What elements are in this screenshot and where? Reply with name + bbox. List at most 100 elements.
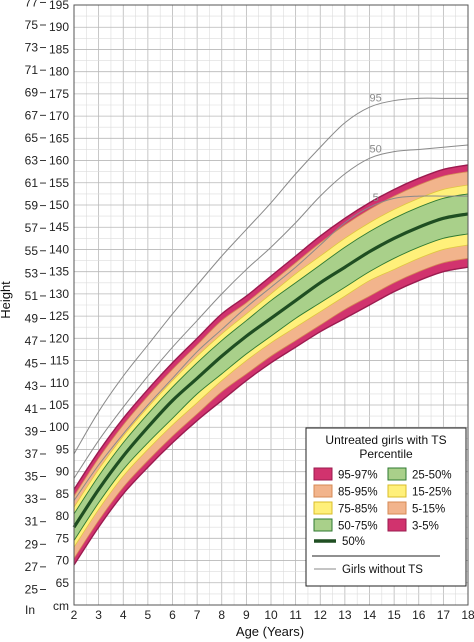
y-tick-label-in: 33 — [25, 492, 39, 506]
y-unit-cm: cm — [53, 599, 69, 613]
y-tick-label-cm: 160 — [49, 154, 69, 168]
band-boundary-line — [73, 171, 469, 497]
band-boundary-line — [73, 266, 469, 566]
x-tick-label: 6 — [169, 608, 176, 622]
x-tick-label: 15 — [387, 608, 401, 622]
y-tick-label-cm: 65 — [56, 576, 70, 590]
x-tick-label: 11 — [289, 608, 302, 622]
y-tick-label-in: 51 — [25, 289, 39, 303]
y-tick-label-in: 37 — [25, 447, 39, 461]
x-tick-label: 3 — [95, 608, 102, 622]
legend-title-line2: Percentile — [359, 447, 413, 461]
y-tick-label-in: 55 — [25, 244, 39, 258]
x-tick-label: 18 — [461, 608, 474, 622]
y-tick-label-cm: 190 — [49, 20, 69, 34]
y-tick-label-cm: 130 — [49, 287, 69, 301]
y-tick-label-cm: 185 — [49, 42, 69, 56]
y-tick-label-in: 71 — [25, 63, 39, 77]
median-curve-group — [72, 212, 469, 529]
legend-swatch — [313, 501, 333, 515]
y-tick-label-cm: 180 — [49, 65, 69, 79]
x-axis-title: Age (Years) — [236, 624, 304, 639]
legend-label: 3-5% — [412, 521, 439, 533]
band-boundary-line — [73, 193, 469, 515]
y-tick-label-cm: 175 — [49, 87, 69, 101]
legend-title-line1: Untreated girls with TS — [325, 433, 446, 447]
legend-median-label: 50% — [342, 536, 365, 548]
y-tick-label-cm: 90 — [56, 465, 70, 479]
legend-label: 75-85% — [338, 504, 378, 516]
y-unit-in: In — [25, 603, 35, 617]
y-tick-label-cm: 125 — [49, 309, 69, 323]
y-tick-label-cm: 100 — [49, 420, 69, 434]
y-tick-label-cm: 155 — [49, 176, 69, 190]
y-tick-label-cm: 85 — [56, 487, 70, 501]
y-tick-label-cm: 195 — [49, 0, 69, 12]
y-tick-label-in: 45 — [25, 357, 39, 371]
legend-label: 25-50% — [412, 470, 452, 482]
reference-label-50: 50 — [370, 144, 382, 156]
y-axis-title: Height — [0, 281, 13, 319]
y-tick-label-in: 43 — [25, 379, 39, 393]
band-boundary-line — [73, 233, 469, 541]
y-tick-label-cm: 145 — [49, 220, 69, 234]
reference-curve-5 — [73, 195, 468, 501]
y-tick-labels: 65 70 75 80 85 90 95 100 105 110 115 120 125 130 135 14… — [25, 0, 70, 596]
x-tick-label: 2 — [71, 608, 78, 622]
y-tick-label-in: 67 — [25, 108, 39, 122]
legend-swatch — [387, 467, 407, 481]
x-tick-label: 17 — [437, 608, 451, 622]
y-tick-label-cm: 120 — [49, 331, 69, 345]
legend-label: 15-25% — [412, 487, 452, 499]
y-tick-label-in: 61 — [25, 176, 39, 190]
y-tick-label-in: 41 — [25, 402, 39, 416]
x-tick-label: 5 — [145, 608, 152, 622]
x-tick-label: 4 — [120, 608, 127, 622]
legend-label: 85-95% — [338, 487, 378, 499]
legend-box — [305, 427, 467, 587]
legend: Untreated girls with TS Percentile 95-97… — [305, 427, 467, 587]
y-tick-label-cm: 110 — [50, 376, 69, 390]
y-tick-label-in: 25 — [25, 582, 39, 596]
reference-curve-50 — [73, 144, 469, 479]
y-tick-label-in: 69 — [25, 86, 39, 100]
x-tick-label: 7 — [194, 608, 201, 622]
reference-curve-95 — [73, 97, 468, 455]
y-tick-label-cm: 140 — [49, 242, 69, 256]
reference-label-95: 95 — [370, 93, 382, 105]
y-tick-label-cm: 115 — [50, 354, 69, 368]
y-tick-label-in: 77 — [25, 0, 39, 9]
band-boundary-line — [73, 164, 469, 490]
reference-curves: 95 50 5 — [73, 93, 469, 501]
plot-frame — [73, 4, 469, 606]
legend-label: 50-75% — [338, 521, 378, 533]
y-tick-label-in: 65 — [25, 131, 39, 145]
y-tick-label-in: 35 — [25, 470, 39, 484]
x-tick-label: 16 — [412, 608, 426, 622]
band-boundary-line — [73, 244, 469, 548]
y-tick-label-cm: 170 — [49, 109, 69, 123]
y-tick-label-cm: 95 — [56, 442, 70, 456]
y-tick-label-in: 27 — [25, 560, 39, 574]
y-tick-label-in: 73 — [25, 41, 39, 55]
legend-swatch — [387, 518, 407, 532]
y-tick-label-in: 53 — [25, 266, 39, 280]
y-tick-label-in: 31 — [25, 515, 39, 529]
y-tick-label-cm: 135 — [49, 265, 69, 279]
y-tick-label-cm: 165 — [49, 131, 69, 145]
legend-swatch — [313, 484, 333, 498]
band-boundary-line — [73, 257, 469, 559]
y-tick-label-in: 75 — [25, 18, 39, 32]
legend-swatch — [387, 484, 407, 498]
y-tick-label-in: 49 — [25, 312, 39, 326]
y-tick-label-cm: 70 — [56, 554, 70, 568]
reference-label-5: 5 — [373, 192, 379, 204]
y-tick-label-cm: 150 — [49, 198, 69, 212]
legend-swatch — [387, 501, 407, 515]
x-tick-label: 13 — [338, 608, 352, 622]
legend-swatch — [313, 518, 333, 532]
legend-label: 5-15% — [412, 504, 445, 516]
y-tick-label-in: 59 — [25, 199, 39, 213]
y-tick-label-in: 47 — [25, 334, 39, 348]
